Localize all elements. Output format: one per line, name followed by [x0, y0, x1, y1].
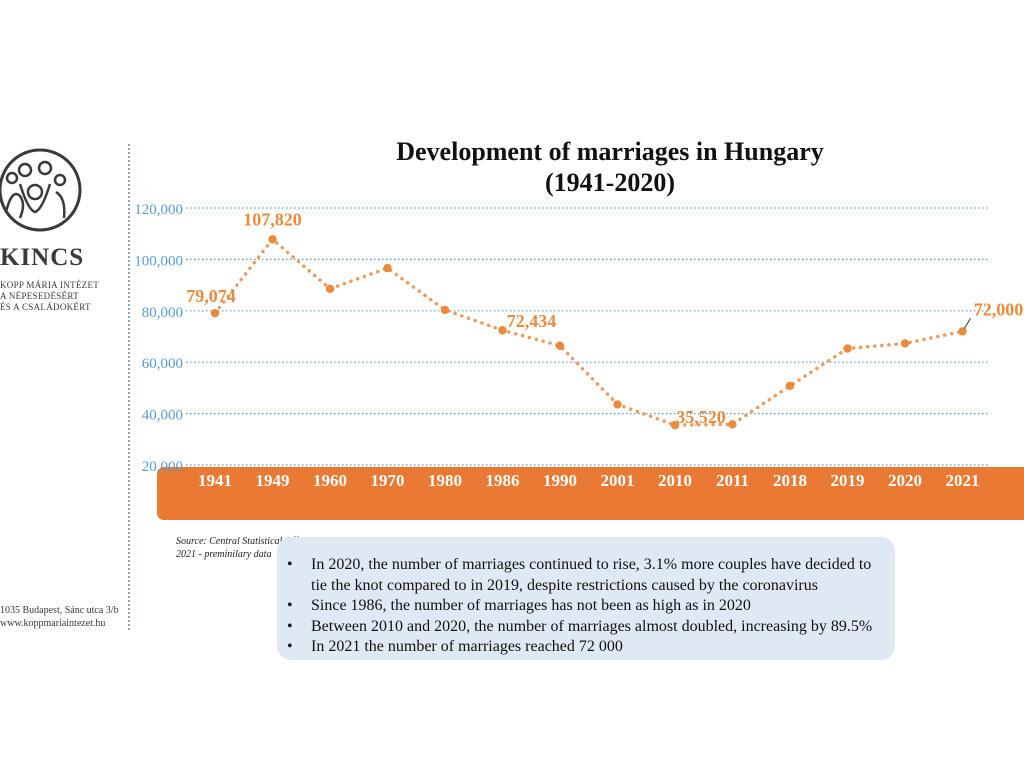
data-point	[325, 284, 335, 293]
data-label: 79,074	[186, 286, 236, 306]
series-line	[213, 236, 965, 427]
data-point	[900, 339, 910, 348]
family-emblem-icon	[0, 148, 82, 232]
dotted-divider	[128, 144, 130, 630]
data-note-line: 2021 - preminilary data	[176, 549, 272, 560]
logo-subtitle-line: Kopp Mária Intézet	[0, 280, 100, 290]
x-tick-label: 2018	[773, 471, 807, 490]
x-tick-label: 1960	[313, 471, 347, 490]
finding-text: Between 2010 and 2020, the number of mar…	[311, 617, 873, 635]
x-tick-label: 2021	[946, 471, 980, 490]
x-tick-label: 2020	[888, 471, 922, 490]
data-point	[728, 420, 737, 429]
x-tick-label: 1941	[198, 471, 232, 490]
source-note: Source: Central Statistical Office 2021 …	[176, 535, 309, 561]
finding-text: In 2021 the number of marriages reached …	[311, 638, 623, 655]
bullet-icon: •	[287, 617, 293, 635]
y-tick-label: 40,000	[142, 408, 183, 424]
x-tick-label: 1949	[256, 471, 290, 490]
y-tick-label: 60,000	[142, 356, 183, 372]
x-tick-label: 2001	[601, 471, 635, 490]
x-axis-ticks: 1941 1949 1960 1970 1980 1986 1990 2001 2010 2011…	[198, 471, 980, 490]
data-label: 35,520	[676, 407, 726, 427]
x-tick-label: 1970	[371, 471, 405, 490]
data-point	[498, 326, 507, 335]
data-point	[670, 420, 680, 430]
logo-subtitle: Kopp Mária Intézet a Népesedésért és a C…	[0, 280, 110, 313]
finding-bullet: • In 2020, the number of marriages conti…	[287, 555, 885, 596]
label-leader-line	[964, 318, 971, 329]
data-point	[383, 263, 392, 273]
data-point	[613, 400, 622, 409]
x-tick-label: 1980	[428, 471, 462, 490]
data-point	[555, 341, 565, 350]
finding-bullet: • Between 2010 and 2020, the number of m…	[287, 617, 885, 638]
x-tick-label: 2010	[658, 471, 692, 490]
y-tick-label: 80,000	[142, 305, 183, 321]
data-point	[785, 381, 795, 390]
source-line: Source: Central Statistical Office	[176, 536, 310, 547]
y-tick-label: 100,000	[134, 253, 183, 269]
data-label: 72,000	[974, 299, 1024, 319]
x-tick-label: 1990	[543, 471, 577, 490]
data-labels: 79,074 107,820 72,434 35,520 72,000	[186, 209, 1023, 427]
y-axis-ticks: 20,000 40,000 60,000 80,000 100,000 120,000	[134, 202, 183, 475]
grid-lines	[186, 207, 990, 466]
data-label: 72,434	[507, 311, 557, 331]
logo-name: KINCS	[0, 244, 85, 271]
finding-text: In 2020, the number of marriages continu…	[311, 556, 872, 594]
chart-title: Development of marriages in Hungary (194…	[330, 136, 890, 198]
address-block: 1035 Budapest, Sánc utca 3/b www.koppmar…	[0, 604, 120, 630]
address-line: 1035 Budapest, Sánc utca 3/b	[0, 605, 119, 616]
x-tick-label: 2011	[716, 471, 749, 490]
bullet-icon: •	[287, 638, 293, 655]
y-tick-label: 120,000	[134, 202, 183, 218]
finding-bullet: • Since 1986, the number of marriages ha…	[287, 596, 885, 617]
series-line-path	[213, 236, 965, 427]
bullet-icon: •	[287, 556, 293, 573]
data-point	[958, 327, 967, 336]
data-point	[843, 344, 852, 353]
bullet-icon: •	[287, 597, 293, 614]
website-line: www.koppmariaintezet.hu	[0, 618, 106, 629]
logo-subtitle-line: a Népesedésért	[0, 291, 79, 301]
series-points	[210, 235, 967, 430]
data-point	[268, 235, 277, 244]
data-point	[210, 308, 220, 318]
data-label: 107,820	[243, 209, 302, 229]
finding-bullet: • In 2021 the number of marriages reache…	[287, 637, 885, 658]
logo-subtitle-line: és a Családokért	[0, 302, 91, 312]
x-axis-band	[157, 467, 1024, 520]
chart-title-line: (1941-2020)	[545, 168, 675, 197]
x-tick-label: 2019	[831, 471, 865, 490]
x-tick-label: 1986	[486, 471, 520, 490]
chart-title-line: Development of marriages in Hungary	[396, 137, 824, 166]
data-point	[440, 305, 450, 315]
key-findings-box: • In 2020, the number of marriages conti…	[277, 537, 895, 660]
finding-text: Since 1986, the number of marriages has …	[311, 597, 751, 614]
y-tick-label: 20,000	[142, 459, 183, 475]
